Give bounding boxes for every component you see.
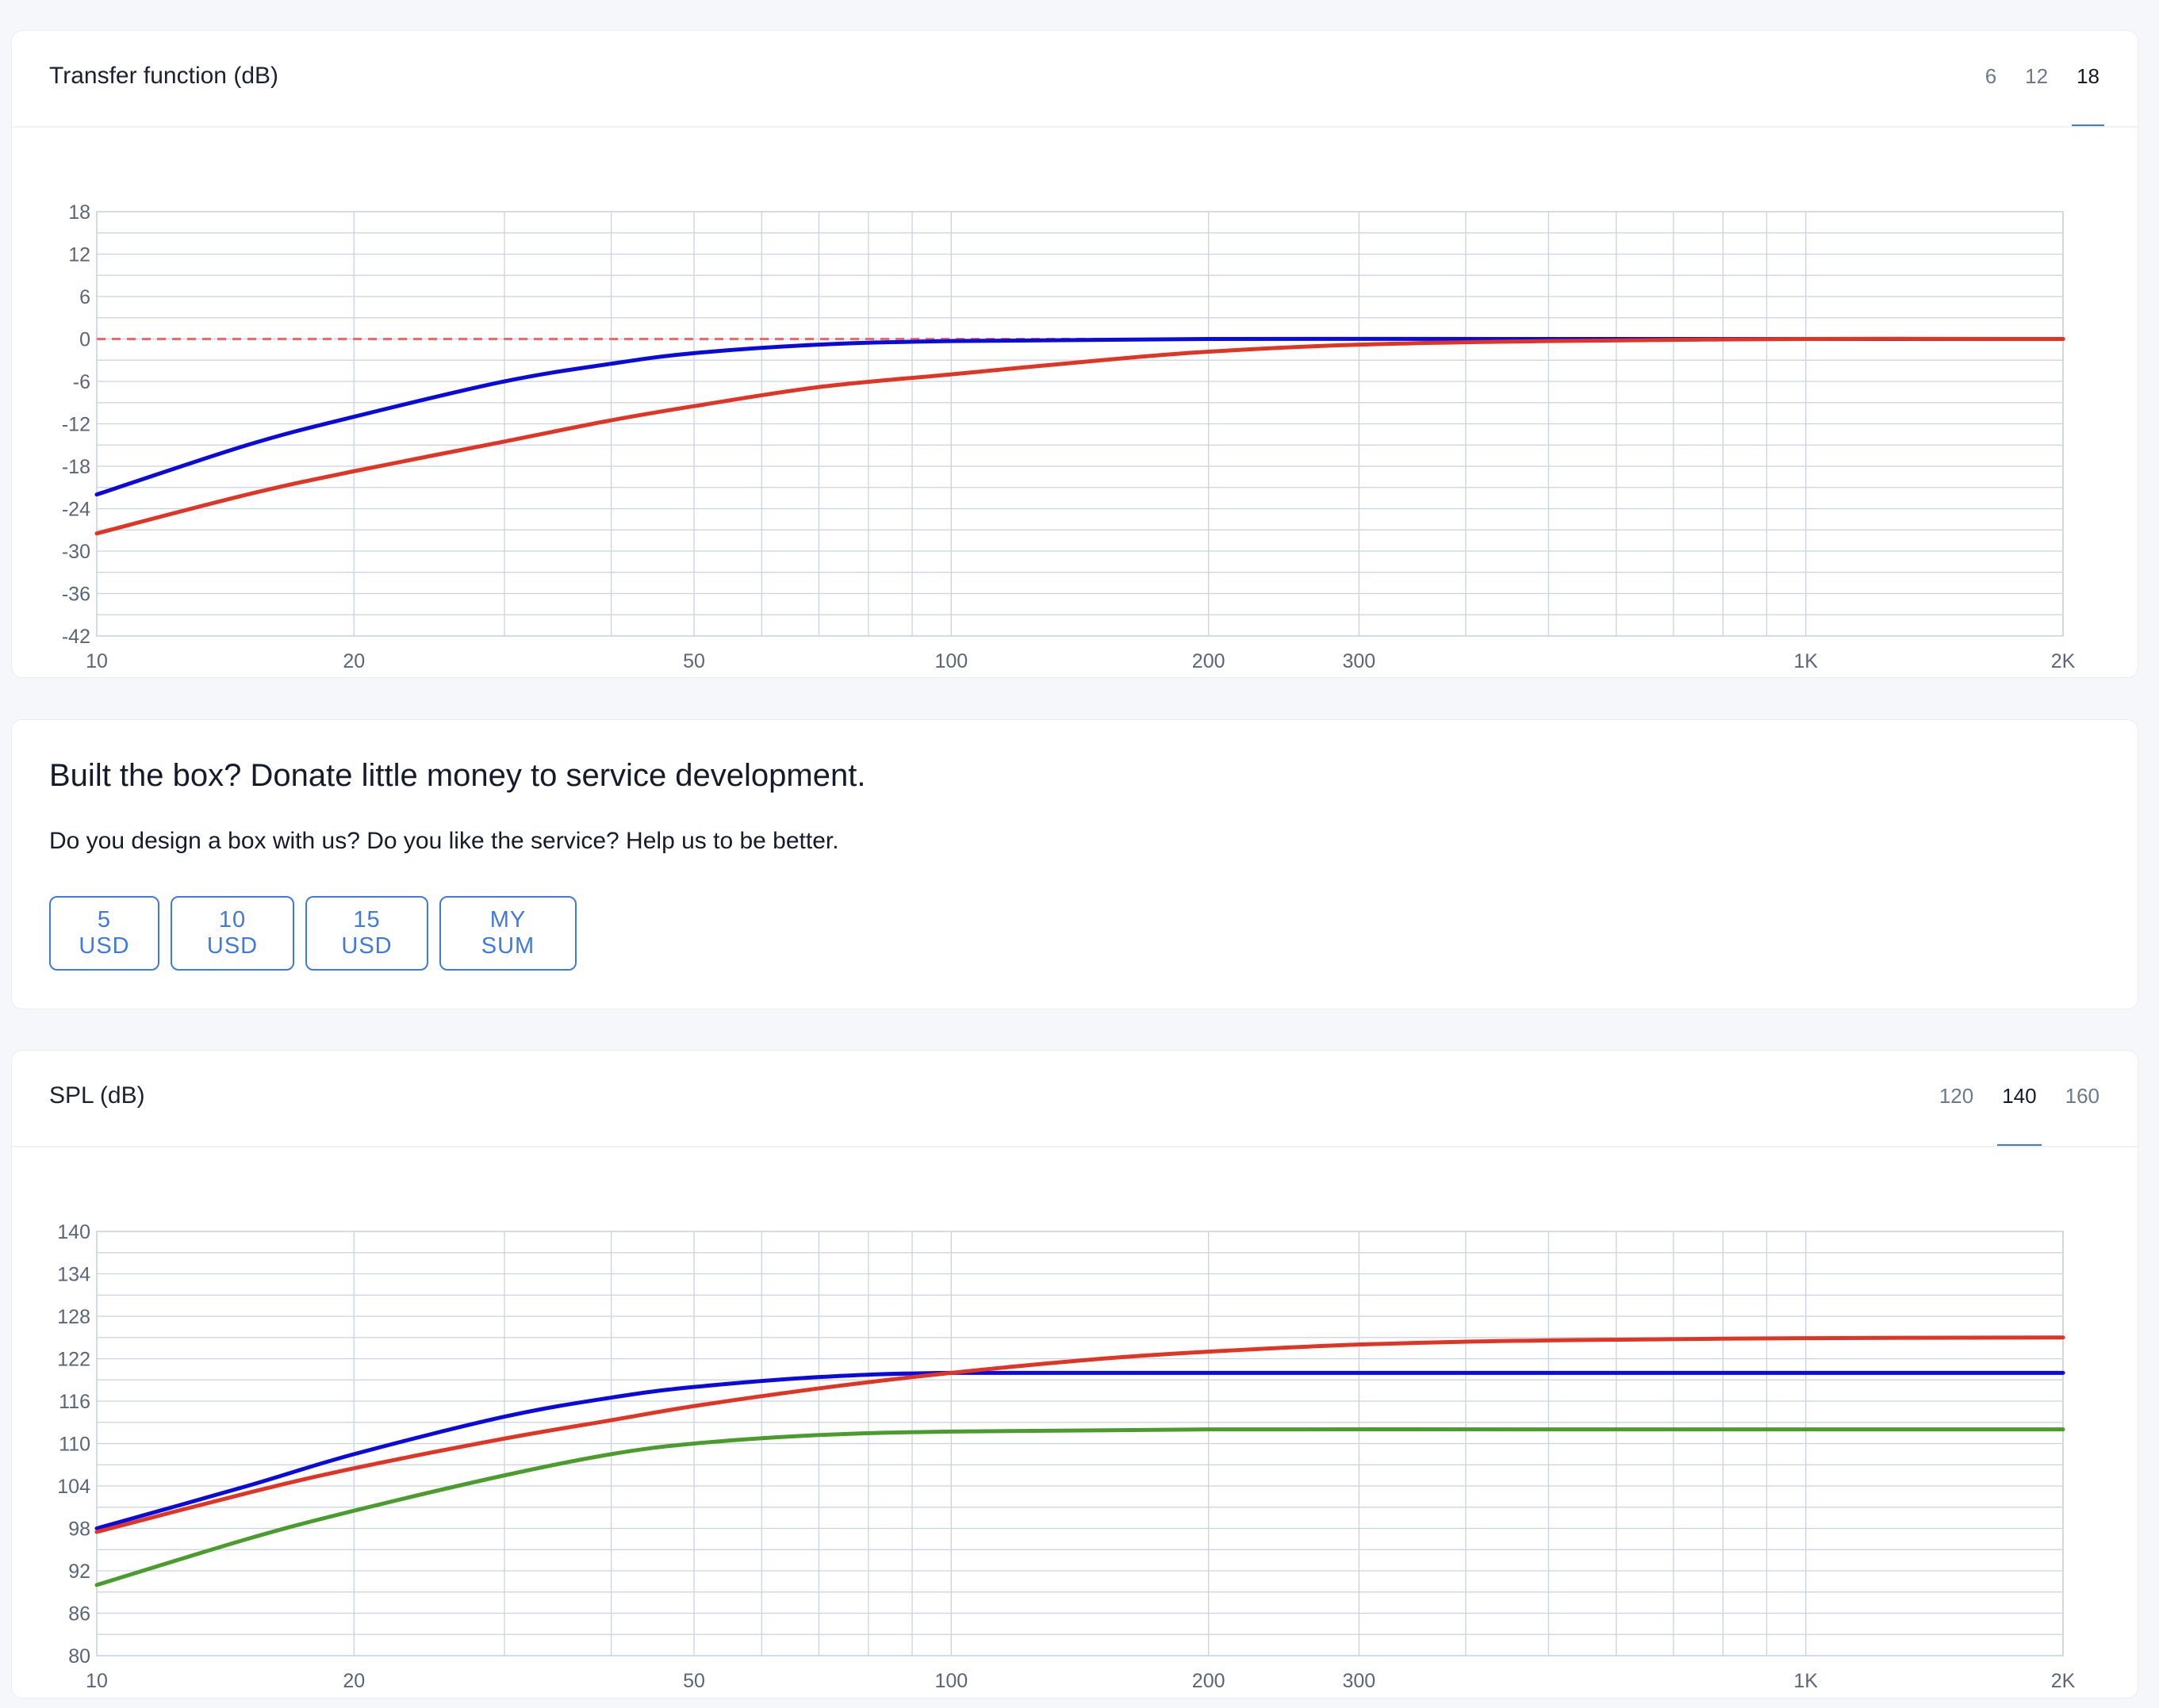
spl-header: SPL (dB) 120 140 160	[12, 1051, 2138, 1147]
transfer-range-tabs: 6 12 18	[1957, 64, 2104, 126]
donate-card: Built the box? Donate little money to se…	[11, 719, 2138, 1009]
donate-button-row: 5 USD 10 USD 15 USD MY SUM	[49, 896, 577, 971]
tab-spl-160[interactable]: 160	[2065, 1084, 2100, 1108]
donate-15-usd-button[interactable]: 15 USD	[305, 896, 428, 971]
y-tick-label: 134	[57, 1264, 90, 1286]
y-tick-label: 12	[68, 244, 90, 266]
x-tick-label: 100	[934, 650, 968, 672]
tab-range-18[interactable]: 18	[2072, 64, 2104, 126]
x-tick-label: 50	[683, 650, 705, 672]
y-tick-label: -6	[73, 371, 90, 393]
donate-5-usd-button[interactable]: 5 USD	[49, 896, 159, 971]
grid	[96, 211, 2064, 637]
spl-range-tabs: 120 140 160	[1911, 1084, 2100, 1146]
y-tick-label: 140	[57, 1221, 90, 1243]
y-tick-label: 110	[59, 1434, 90, 1456]
x-tick-label: 300	[1343, 650, 1376, 672]
series-line-green	[94, 1427, 2065, 1587]
y-tick-label: 6	[79, 286, 90, 308]
tab-range-6[interactable]: 6	[1985, 64, 1997, 88]
y-tick-label: 80	[68, 1645, 90, 1668]
transfer-function-title: Transfer function (dB)	[49, 63, 278, 89]
spl-card: SPL (dB) 120 140 160 140 134 128 122 116 110 1…	[11, 1050, 2138, 1698]
x-tick-label: 1K	[1793, 1670, 1818, 1692]
tab-range-12[interactable]: 12	[2025, 64, 2049, 88]
series-line-red	[94, 336, 2065, 536]
donate-10-usd-button[interactable]: 10 USD	[171, 896, 294, 971]
x-tick-label: 2K	[2051, 650, 2076, 672]
y-tick-label: -12	[62, 414, 90, 436]
y-tick-label: -30	[62, 541, 90, 563]
donate-title: Built the box? Donate little money to se…	[49, 758, 866, 793]
x-tick-label: 10	[86, 1670, 108, 1692]
x-tick-label: 100	[934, 1670, 968, 1692]
x-tick-label: 10	[86, 650, 108, 672]
x-tick-label: 300	[1343, 1670, 1376, 1692]
y-tick-label: 122	[57, 1349, 90, 1371]
y-tick-label: 104	[57, 1476, 90, 1498]
y-tick-label: -18	[62, 456, 90, 478]
y-tick-label: 0	[79, 329, 90, 351]
x-tick-label: 50	[683, 1670, 705, 1692]
y-tick-label: 86	[68, 1603, 90, 1626]
x-tick-label: 1K	[1793, 650, 1818, 672]
y-tick-label: 128	[57, 1306, 90, 1328]
x-tick-label: 20	[343, 650, 365, 672]
y-tick-label: -24	[62, 499, 90, 521]
transfer-function-header: Transfer function (dB) 6 12 18	[12, 31, 2138, 128]
y-tick-label: -42	[62, 626, 90, 648]
y-tick-label: 116	[59, 1391, 90, 1413]
transfer-function-card: Transfer function (dB) 6 12 18 18 12 6 0 -6 -…	[11, 30, 2138, 678]
x-tick-label: 200	[1192, 1670, 1225, 1692]
series-line-blue	[94, 1370, 2065, 1530]
plot-area-border	[96, 1231, 2064, 1656]
y-tick-label: 92	[68, 1561, 90, 1583]
donate-my-sum-button[interactable]: MY SUM	[439, 896, 577, 971]
plot-area-border	[96, 211, 2064, 637]
x-tick-label: 200	[1192, 650, 1225, 672]
series-line-red	[94, 1335, 2065, 1534]
x-tick-label: 20	[343, 1670, 365, 1692]
grid	[96, 1231, 2064, 1656]
y-tick-label: -36	[62, 584, 90, 606]
donate-text: Do you design a box with us? Do you like…	[49, 828, 839, 854]
spl-title: SPL (dB)	[49, 1082, 145, 1109]
y-tick-label: 18	[68, 201, 90, 224]
tab-spl-140[interactable]: 140	[1997, 1084, 2042, 1146]
tab-spl-120[interactable]: 120	[1938, 1084, 1974, 1108]
x-tick-label: 2K	[2051, 1670, 2076, 1692]
y-tick-label: 98	[68, 1518, 90, 1541]
